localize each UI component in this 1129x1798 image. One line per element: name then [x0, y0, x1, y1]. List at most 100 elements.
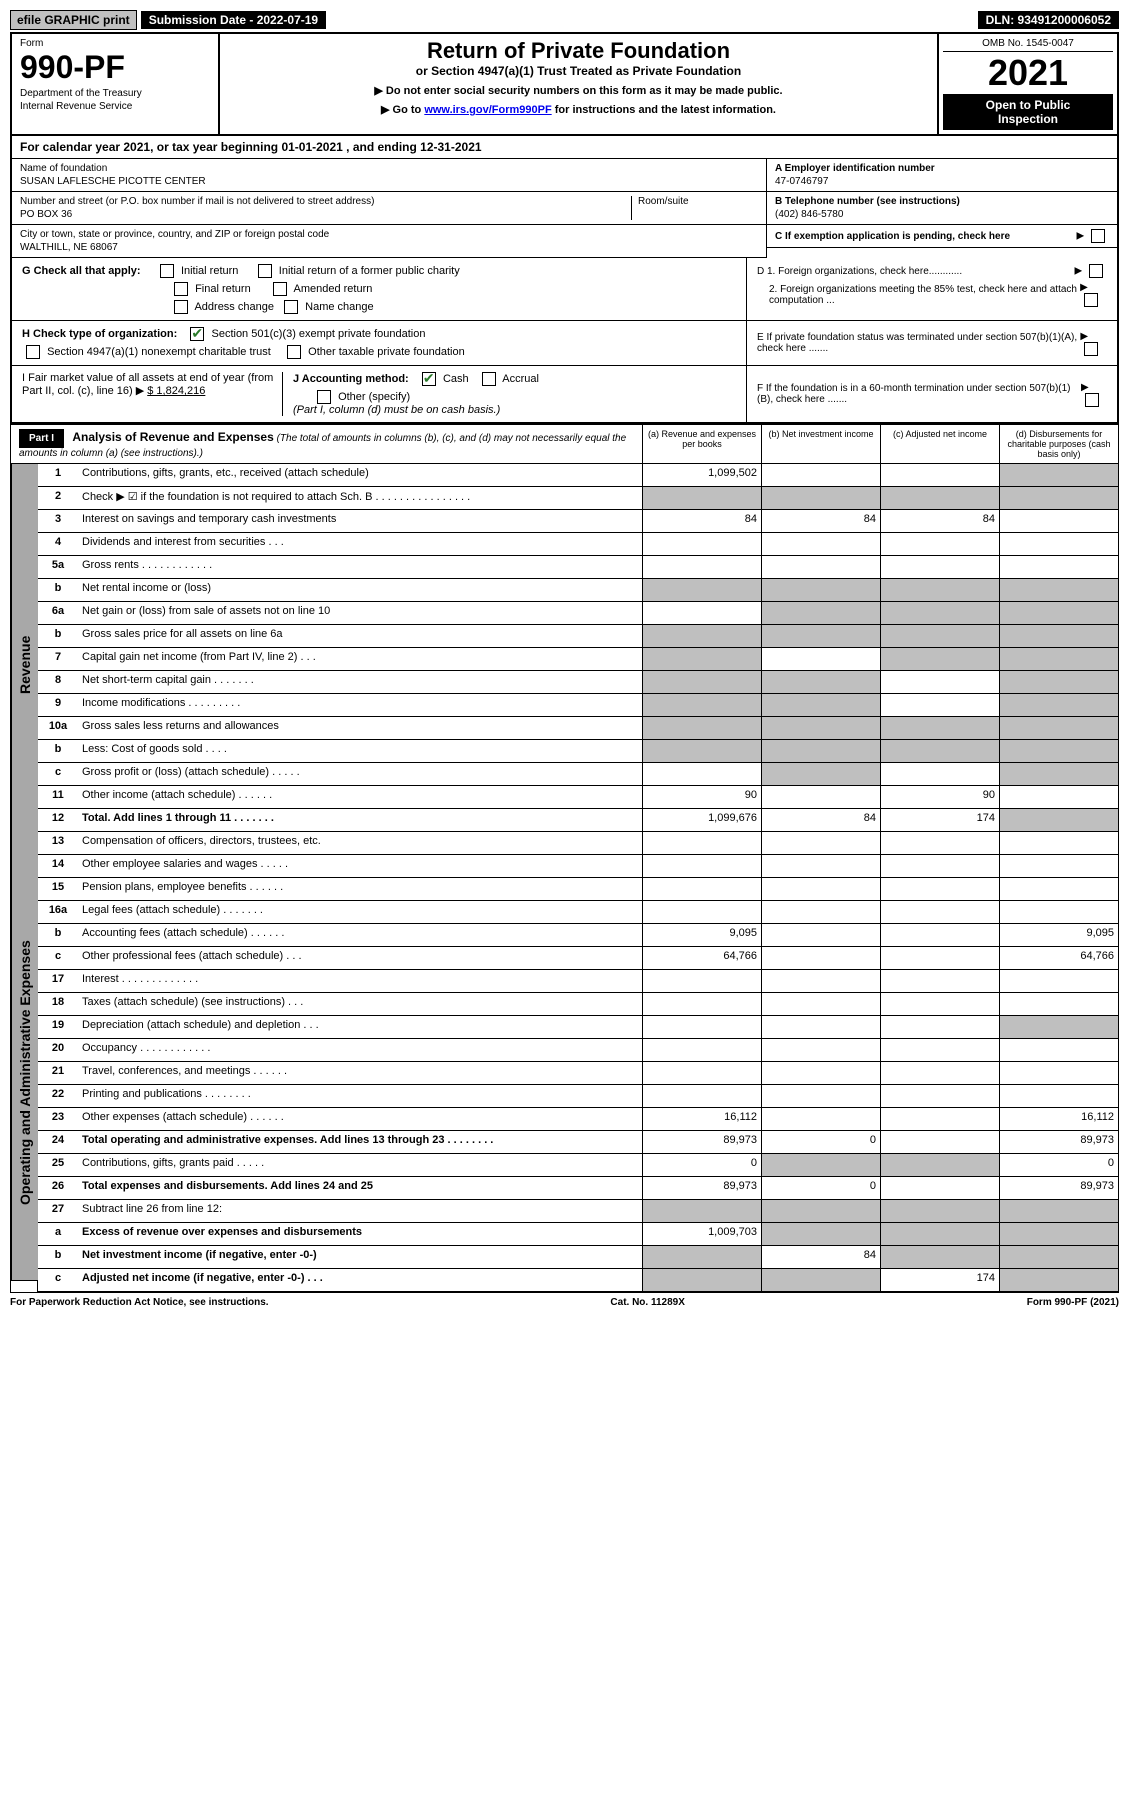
j2-label: Accrual — [502, 373, 539, 385]
g3-checkbox[interactable] — [174, 282, 188, 296]
j-label: J Accounting method: — [293, 373, 409, 385]
line-description: Pension plans, employee benefits . . . .… — [78, 878, 642, 900]
value-cell-d — [999, 1062, 1118, 1084]
form-header: Form 990-PF Department of the Treasury I… — [10, 32, 1119, 136]
table-row: aExcess of revenue over expenses and dis… — [38, 1223, 1118, 1246]
value-cell-b — [761, 625, 880, 647]
f-checkbox[interactable] — [1085, 393, 1099, 407]
h3-checkbox[interactable] — [287, 345, 301, 359]
ein-cell: A Employer identification number 47-0746… — [767, 159, 1117, 192]
value-cell-a: 9,095 — [642, 924, 761, 946]
value-cell-b — [761, 878, 880, 900]
value-cell-c — [880, 717, 999, 739]
g-line3: Address change Name change — [170, 300, 736, 314]
line-number: b — [38, 924, 78, 946]
line-description: Check ▶ ☑ if the foundation is not requi… — [78, 487, 642, 509]
value-cell-c — [880, 579, 999, 601]
line-number: 27 — [38, 1200, 78, 1222]
value-cell-c — [880, 464, 999, 486]
col-c-header: (c) Adjusted net income — [880, 425, 999, 463]
value-cell-a — [642, 1200, 761, 1222]
value-cell-a — [642, 625, 761, 647]
value-cell-b — [761, 993, 880, 1015]
d2-check-group: ▶ — [1080, 282, 1107, 307]
value-cell-c — [880, 1085, 999, 1107]
g6-checkbox[interactable] — [284, 300, 298, 314]
value-cell-c — [880, 1062, 999, 1084]
table-row: cGross profit or (loss) (attach schedule… — [38, 763, 1118, 786]
table-row: 1Contributions, gifts, grants, etc., rec… — [38, 464, 1118, 487]
room-cell: Room/suite — [631, 196, 758, 220]
table-row: 24Total operating and administrative exp… — [38, 1131, 1118, 1154]
value-cell-c — [880, 556, 999, 578]
line-number: 12 — [38, 809, 78, 831]
g1-checkbox[interactable] — [160, 264, 174, 278]
line-description: Gross rents . . . . . . . . . . . . — [78, 556, 642, 578]
table-row: 23Other expenses (attach schedule) . . .… — [38, 1108, 1118, 1131]
j3-checkbox[interactable] — [317, 390, 331, 404]
omb-number: OMB No. 1545-0047 — [943, 38, 1113, 52]
e-checkbox[interactable] — [1084, 342, 1098, 356]
g5-checkbox[interactable] — [174, 300, 188, 314]
g6-label: Name change — [305, 301, 374, 313]
value-cell-a — [642, 1246, 761, 1268]
value-cell-c — [880, 740, 999, 762]
value-cell-d — [999, 1246, 1118, 1268]
j1-label: Cash — [443, 373, 469, 385]
g5-label: Address change — [194, 301, 274, 313]
value-cell-a — [642, 648, 761, 670]
line-description: Gross sales less returns and allowances — [78, 717, 642, 739]
h2-checkbox[interactable] — [26, 345, 40, 359]
c-checkbox[interactable] — [1091, 229, 1105, 243]
line-number: c — [38, 763, 78, 785]
d1-checkbox[interactable] — [1089, 264, 1103, 278]
inspection-badge: Open to Public Inspection — [943, 94, 1113, 130]
value-cell-b — [761, 970, 880, 992]
name-cell: Name of foundation SUSAN LAFLESCHE PICOT… — [12, 159, 766, 192]
value-cell-d — [999, 1085, 1118, 1107]
e-section: E If private foundation status was termi… — [746, 321, 1117, 365]
value-cell-b — [761, 1200, 880, 1222]
g4-checkbox[interactable] — [273, 282, 287, 296]
value-cell-d — [999, 855, 1118, 877]
g2-checkbox[interactable] — [258, 264, 272, 278]
value-cell-b — [761, 1269, 880, 1291]
line-description: Gross profit or (loss) (attach schedule)… — [78, 763, 642, 785]
line-description: Net rental income or (loss) — [78, 579, 642, 601]
line-number: 10a — [38, 717, 78, 739]
d2-checkbox[interactable] — [1084, 293, 1098, 307]
value-cell-d — [999, 579, 1118, 601]
value-cell-b — [761, 694, 880, 716]
line-number: 26 — [38, 1177, 78, 1199]
g-label: G Check all that apply: — [22, 265, 141, 277]
value-cell-a — [642, 832, 761, 854]
efile-button[interactable]: efile GRAPHIC print — [10, 10, 137, 30]
value-cell-c — [880, 947, 999, 969]
j1-checkbox[interactable] — [422, 372, 436, 386]
value-cell-a — [642, 717, 761, 739]
table-row: 27Subtract line 26 from line 12: — [38, 1200, 1118, 1223]
value-cell-a — [642, 487, 761, 509]
line-number: 24 — [38, 1131, 78, 1153]
dln-label: DLN: 93491200006052 — [978, 11, 1119, 29]
h1-checkbox[interactable] — [190, 327, 204, 341]
value-cell-a — [642, 740, 761, 762]
line-number: b — [38, 740, 78, 762]
name-label: Name of foundation — [20, 163, 758, 174]
value-cell-a — [642, 1269, 761, 1291]
revenue-label: Revenue — [11, 464, 38, 866]
value-cell-b — [761, 487, 880, 509]
value-cell-c — [880, 832, 999, 854]
value-cell-a: 89,973 — [642, 1131, 761, 1153]
line-description: Excess of revenue over expenses and disb… — [78, 1223, 642, 1245]
value-cell-d — [999, 1200, 1118, 1222]
line-description: Other professional fees (attach schedule… — [78, 947, 642, 969]
form990pf-link[interactable]: www.irs.gov/Form990PF — [424, 104, 551, 116]
g-section: G Check all that apply: Initial return I… — [12, 258, 746, 320]
line-description: Dividends and interest from securities .… — [78, 533, 642, 555]
line-number: 1 — [38, 464, 78, 486]
j2-checkbox[interactable] — [482, 372, 496, 386]
line-description: Taxes (attach schedule) (see instruction… — [78, 993, 642, 1015]
value-cell-b — [761, 1154, 880, 1176]
table-row: 5aGross rents . . . . . . . . . . . . — [38, 556, 1118, 579]
